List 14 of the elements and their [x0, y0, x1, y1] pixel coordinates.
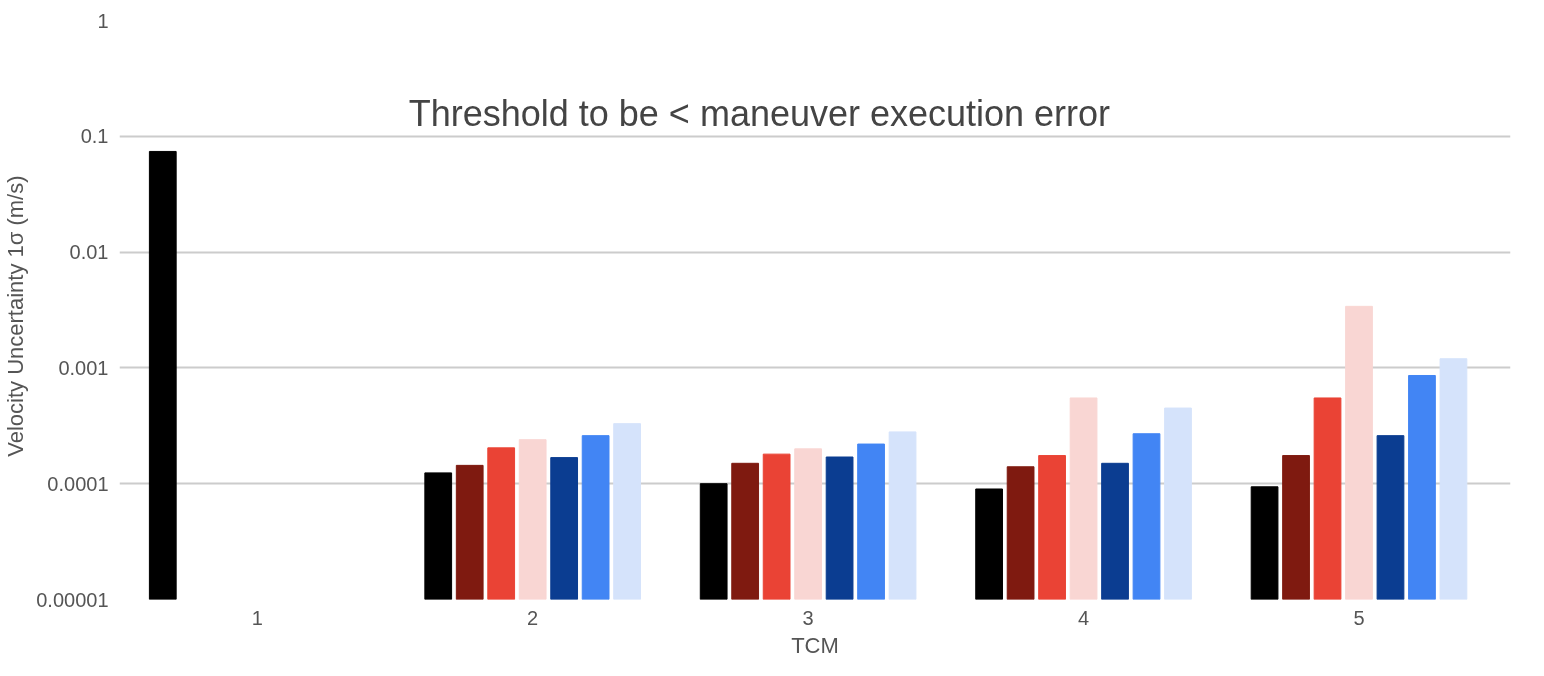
y-tick-label: 1	[97, 9, 109, 32]
x-tick-label: 4	[1078, 606, 1090, 629]
y-tick-label: 0.01	[69, 241, 109, 264]
x-tick-label: 1	[251, 606, 263, 629]
y-tick-label: 0.001	[58, 356, 109, 379]
x-tick-label: 5	[1353, 606, 1365, 629]
y-tick-label: 0.0001	[47, 472, 109, 495]
y-tick-label: 0.1	[80, 125, 109, 148]
y-tick-label: 0.00001	[36, 588, 109, 611]
x-tick-label: 3	[802, 606, 814, 629]
y-axis-title: Velocity Uncertainty 1σ (m/s)	[3, 175, 29, 457]
x-tick-label: 2	[527, 606, 539, 629]
annotation: Threshold to be < maneuver execution error	[408, 93, 1111, 135]
x-axis-title: TCM	[791, 632, 839, 658]
